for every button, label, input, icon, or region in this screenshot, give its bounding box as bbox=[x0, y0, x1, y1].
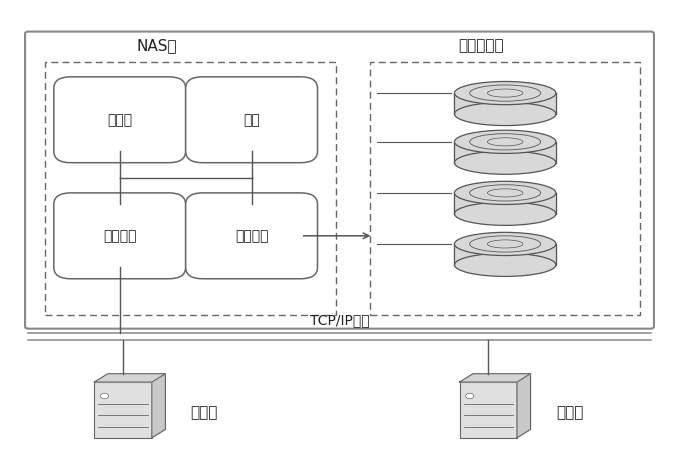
Ellipse shape bbox=[454, 151, 556, 174]
Text: 服务器: 服务器 bbox=[191, 405, 218, 420]
Text: 内存: 内存 bbox=[243, 113, 260, 127]
FancyBboxPatch shape bbox=[185, 193, 318, 279]
Text: 处理器: 处理器 bbox=[107, 113, 132, 127]
Text: 服务器: 服务器 bbox=[556, 405, 583, 420]
Polygon shape bbox=[454, 244, 556, 265]
Polygon shape bbox=[152, 374, 166, 438]
Ellipse shape bbox=[454, 202, 556, 226]
Polygon shape bbox=[517, 374, 530, 438]
Ellipse shape bbox=[454, 253, 556, 276]
Text: 硬盘接口: 硬盘接口 bbox=[235, 229, 268, 243]
Ellipse shape bbox=[454, 233, 556, 255]
FancyBboxPatch shape bbox=[460, 382, 517, 438]
Text: TCP/IP网络: TCP/IP网络 bbox=[310, 313, 369, 327]
Text: 磁盘子系统: 磁盘子系统 bbox=[459, 38, 504, 53]
Circle shape bbox=[466, 393, 474, 399]
FancyBboxPatch shape bbox=[94, 382, 152, 438]
FancyBboxPatch shape bbox=[185, 77, 318, 163]
Polygon shape bbox=[454, 93, 556, 114]
FancyBboxPatch shape bbox=[54, 193, 185, 279]
Circle shape bbox=[100, 393, 109, 399]
Ellipse shape bbox=[454, 130, 556, 154]
Polygon shape bbox=[454, 193, 556, 214]
Ellipse shape bbox=[454, 102, 556, 126]
Polygon shape bbox=[454, 142, 556, 163]
Text: NAS头: NAS头 bbox=[136, 38, 177, 53]
FancyBboxPatch shape bbox=[54, 77, 185, 163]
Polygon shape bbox=[460, 374, 530, 382]
Ellipse shape bbox=[454, 81, 556, 105]
Polygon shape bbox=[94, 374, 166, 382]
FancyBboxPatch shape bbox=[25, 32, 654, 329]
Text: 网络接口: 网络接口 bbox=[103, 229, 136, 243]
Ellipse shape bbox=[454, 181, 556, 205]
